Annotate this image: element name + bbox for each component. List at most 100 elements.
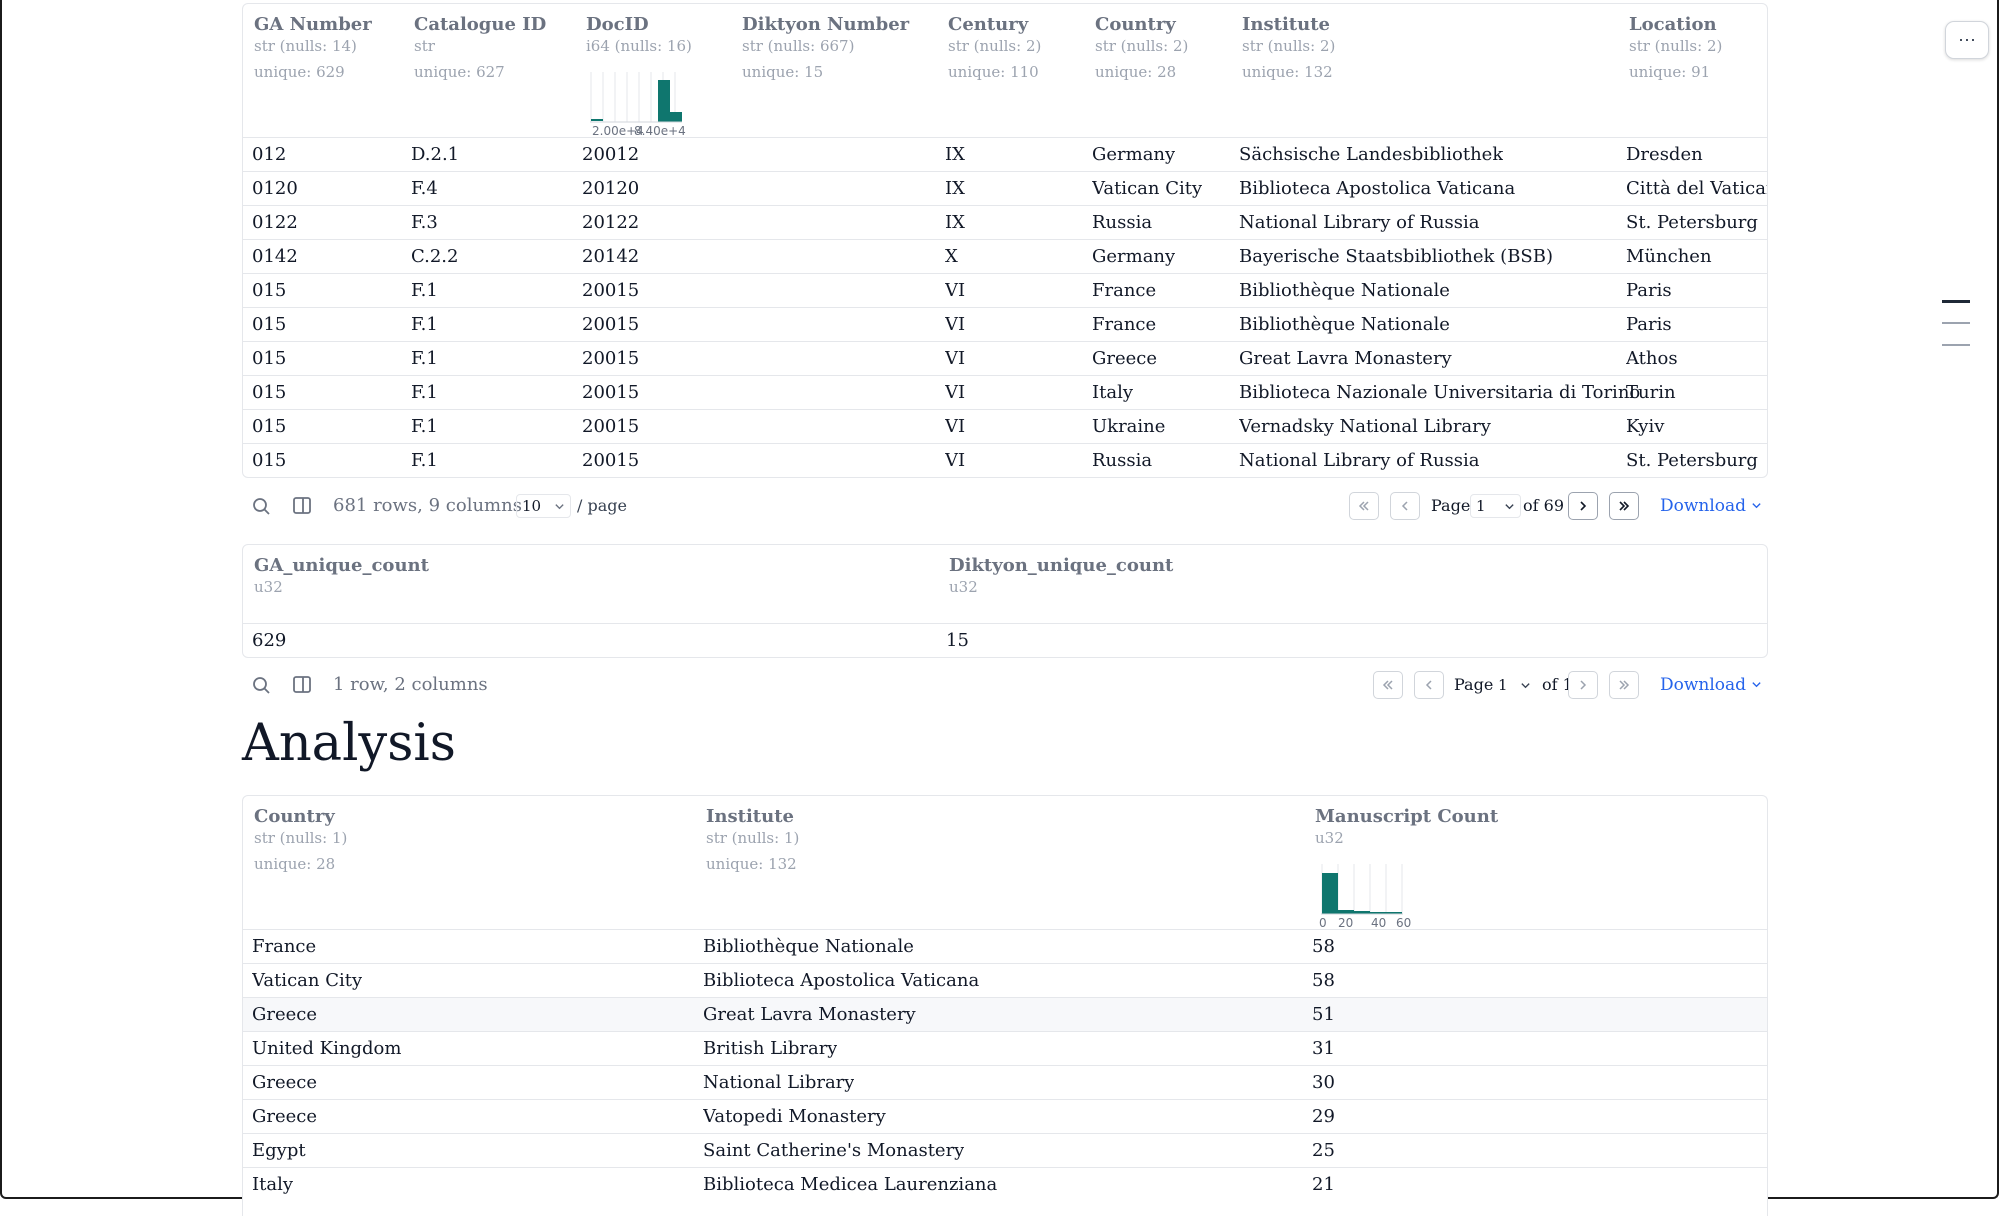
table-cell: 25: [1312, 1140, 1335, 1161]
columns-panel-icon[interactable]: [292, 486, 312, 541]
column-header-manuscript-count[interactable]: Manuscript Count u32 0 20 40 60: [1315, 806, 1498, 930]
column-header-ga-number[interactable]: GA Number str (nulls: 14) unique: 629: [254, 14, 372, 82]
row-column-summary: 1 row, 2 columns: [333, 674, 488, 695]
chevron-right-icon: [1580, 501, 1587, 511]
table-cell: Italy: [252, 1174, 294, 1195]
page-size-select[interactable]: 10: [516, 494, 571, 518]
table-row: 0120 F.4 20120 IX Vatican City Biblioteca Apo…: [243, 172, 1767, 206]
table-header: Country str (nulls: 1) unique: 28 Instit…: [243, 796, 1767, 930]
column-header-location[interactable]: Location str (nulls: 2) unique: 91: [1629, 14, 1722, 82]
previous-page-button[interactable]: [1390, 492, 1420, 520]
next-page-button[interactable]: [1568, 671, 1598, 699]
download-label: Download: [1660, 675, 1747, 695]
download-menu-button[interactable]: Download: [1660, 486, 1762, 526]
table-cell: 20015: [582, 416, 640, 437]
table-cell: F.1: [411, 382, 438, 403]
table-header: GA_unique_count u32 Diktyon_unique_count…: [243, 545, 1767, 624]
table-cell: 012: [252, 144, 287, 165]
first-page-button[interactable]: [1349, 492, 1379, 520]
page-number-select[interactable]: 1: [1470, 494, 1521, 518]
previous-page-button[interactable]: [1414, 671, 1444, 699]
table-cell: F.1: [411, 450, 438, 471]
page-number-select[interactable]: 1: [1492, 673, 1537, 697]
column-header-diktyon-unique-count[interactable]: Diktyon_unique_count u32: [949, 555, 1173, 597]
page-count: of 69: [1523, 496, 1564, 515]
column-header-institute[interactable]: Institute str (nulls: 1) unique: 132: [706, 806, 799, 874]
histogram-bar: [1354, 911, 1370, 914]
table-cell: 58: [1312, 936, 1335, 957]
chevron-down-icon: [1752, 682, 1762, 688]
chevron-down-icon: [1752, 503, 1762, 509]
column-header-country[interactable]: Country str (nulls: 1) unique: 28: [254, 806, 347, 874]
download-menu-button[interactable]: Download: [1660, 665, 1762, 705]
column-header-diktyon-number[interactable]: Diktyon Number str (nulls: 667) unique: …: [742, 14, 909, 82]
table-cell: France: [1092, 280, 1157, 301]
table-cell: VI: [945, 348, 966, 369]
column-header-country[interactable]: Country str (nulls: 2) unique: 28: [1095, 14, 1188, 82]
page-number-value: 1: [1498, 676, 1508, 694]
columns-panel-icon[interactable]: [292, 665, 312, 720]
table-cell: Città del Vaticano: [1626, 178, 1767, 199]
column-unique: unique: 28: [254, 855, 336, 873]
toc-marker[interactable]: [1942, 322, 1970, 324]
chevron-left-icon: [1425, 680, 1432, 690]
next-page-button[interactable]: [1568, 492, 1598, 520]
table-cell: Vatopedi Monastery: [703, 1106, 886, 1127]
table-row: Egypt Saint Catherine's Monastery 25: [243, 1134, 1767, 1168]
toc-marker[interactable]: [1942, 344, 1970, 346]
column-header-institute[interactable]: Institute str (nulls: 2) unique: 132: [1242, 14, 1335, 82]
table-cell: 015: [252, 348, 287, 369]
table-cell: 0122: [252, 212, 298, 233]
table-row: Greece National Library 30: [243, 1066, 1767, 1100]
column-unique: unique: 110: [948, 63, 1039, 81]
table-cell: 629: [252, 630, 287, 651]
table-cell: 58: [1312, 970, 1335, 991]
table-cell: 20015: [582, 382, 640, 403]
table-cell: 015: [252, 450, 287, 471]
last-page-button[interactable]: [1609, 671, 1639, 699]
column-name: Diktyon_unique_count: [949, 555, 1174, 576]
column-header-catalogue-id[interactable]: Catalogue ID str unique: 627: [414, 14, 546, 82]
column-header-century[interactable]: Century str (nulls: 2) unique: 110: [948, 14, 1041, 82]
table-cell: 20142: [582, 246, 640, 267]
table-row: 015 F.1 20015 VI France Bibliothèque National…: [243, 308, 1767, 342]
page-number-value: 1: [1476, 497, 1486, 515]
column-unique: unique: 629: [254, 63, 345, 81]
page-size-value: 10: [522, 497, 542, 515]
table-row: 015 F.1 20015 VI France Bibliothèque National…: [243, 274, 1767, 308]
table-cell: IX: [945, 144, 965, 165]
table-cell: München: [1626, 246, 1712, 267]
table-row: 015 F.1 20015 VI Greece Great Lavra Monastery…: [243, 342, 1767, 376]
chevron-down-icon: [555, 504, 564, 510]
first-page-button[interactable]: [1373, 671, 1403, 699]
column-type: str (nulls: 1): [254, 829, 348, 847]
column-header-docid[interactable]: DocID i64 (nulls: 16) 2.00e+4 8.40e+4: [586, 14, 692, 138]
toc-marker-active[interactable]: [1942, 300, 1970, 303]
table-cell: X: [945, 246, 958, 267]
table-cell: 51: [1312, 1004, 1335, 1025]
table-row: 629 15: [243, 624, 1767, 657]
column-type: str (nulls: 667): [742, 37, 855, 55]
column-header-ga-unique-count[interactable]: GA_unique_count u32: [254, 555, 429, 597]
table-cell: Germany: [1092, 144, 1176, 165]
table-cell: IX: [945, 212, 965, 233]
table-cell: Bibliothèque Nationale: [703, 936, 914, 957]
table-cell: National Library: [703, 1072, 855, 1093]
manuscript-count-histogram: 0 20 40 60: [1319, 864, 1411, 930]
table-cell: F.1: [411, 348, 438, 369]
table-cell: Bibliothèque Nationale: [1239, 280, 1450, 301]
table-cell: 20015: [582, 348, 640, 369]
double-chevron-left-icon: [1358, 501, 1369, 511]
table-body: France Bibliothèque Nationale 58 Vatican Ci…: [243, 930, 1767, 1201]
last-page-button[interactable]: [1609, 492, 1639, 520]
docid-histogram: 2.00e+4 8.40e+4: [590, 72, 686, 138]
table-cell: 0142: [252, 246, 298, 267]
histogram-bar: [1338, 910, 1354, 914]
table-cell: Biblioteca Medicea Laurenziana: [703, 1174, 998, 1195]
search-icon[interactable]: [251, 665, 271, 720]
more-options-button[interactable]: ⋯: [1945, 21, 1989, 59]
table-cell: F.3: [411, 212, 438, 233]
column-unique: unique: 132: [1242, 63, 1333, 81]
search-icon[interactable]: [251, 486, 271, 541]
histogram-tick-label: 2.00e+4: [592, 124, 644, 138]
